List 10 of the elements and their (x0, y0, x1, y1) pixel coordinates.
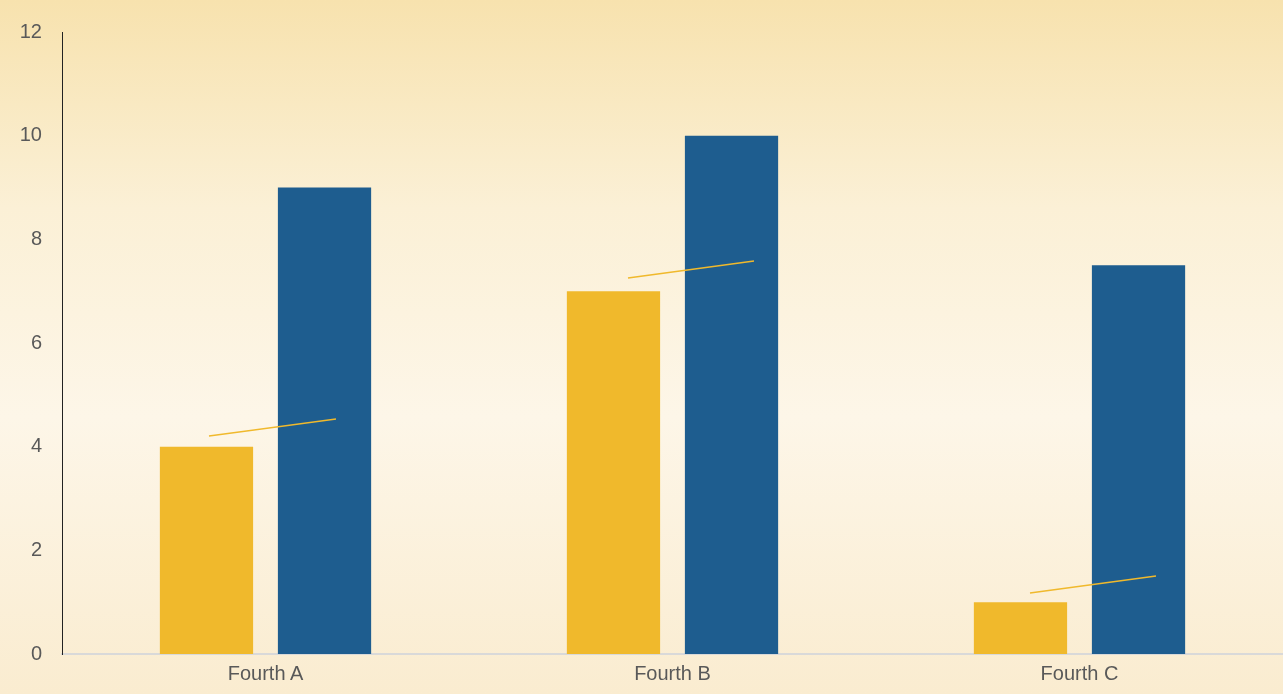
y-tick-label: 2 (30, 537, 42, 560)
y-tick-label: 8 (30, 226, 42, 249)
y-tick-label: 4 (30, 434, 42, 457)
y-tick-label: 0 (30, 641, 42, 664)
x-tick-label: Fourth B (634, 661, 711, 684)
x-tick-label: Fourth C (1040, 661, 1119, 684)
y-tick-label: 6 (30, 330, 42, 353)
y-tick-label: 12 (19, 19, 42, 42)
x-tick-label: Fourth A (227, 661, 304, 684)
y-tick-label: 10 (19, 123, 42, 146)
